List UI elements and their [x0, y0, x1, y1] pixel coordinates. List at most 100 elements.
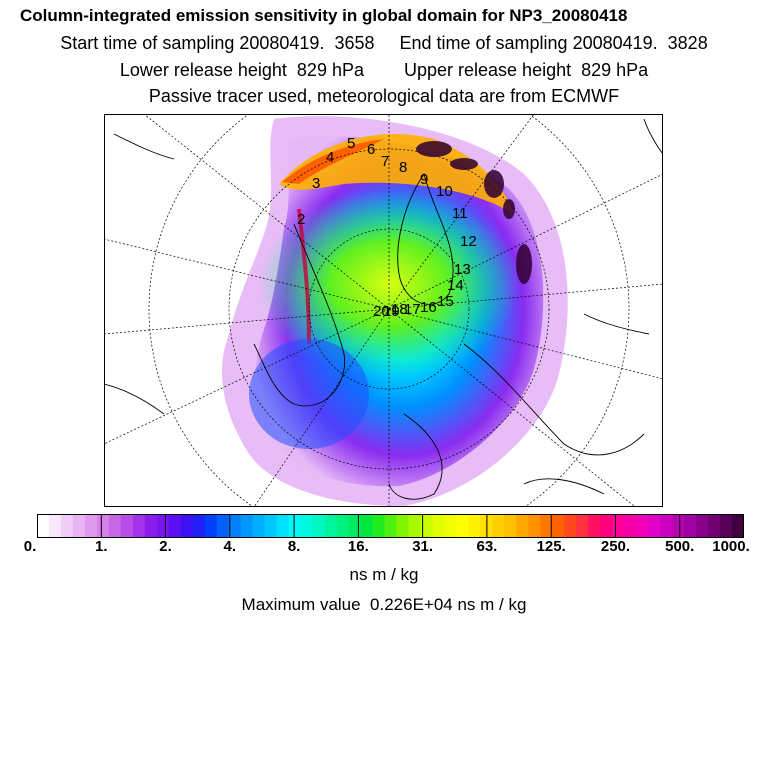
colorbar-tick-label: 1000. [712, 538, 750, 555]
colorbar-tick-label: 1. [95, 538, 108, 555]
coastline-north-america [253, 223, 346, 407]
colorbar-swatch [336, 514, 350, 538]
coastline-east-edge [583, 118, 663, 335]
colorbar-swatch [324, 514, 338, 538]
colorbar-tick-label: 4. [223, 538, 237, 555]
track-label-17: 17 [404, 301, 421, 318]
colorbar-tick-label: 125. [536, 538, 566, 555]
colorbar-swatch [720, 514, 733, 538]
coastline-pacific [104, 133, 175, 415]
track-label-12: 12 [460, 233, 477, 250]
colorbar-swatch [444, 514, 457, 538]
colorbar-swatch [300, 514, 314, 538]
colorbar-swatch [660, 514, 673, 538]
colorbar-tick-label: 16. [347, 538, 369, 555]
colorbar-swatch [516, 514, 529, 538]
colorbar-swatch [216, 514, 230, 538]
colorbar-swatch [192, 514, 206, 538]
plume-peak-band [282, 139, 384, 184]
tracer-info-line: Passive tracer used, meteorological data… [148, 86, 620, 106]
colorbar-swatch [648, 514, 661, 538]
colorbar-swatch [252, 514, 266, 538]
track-label-3: 3 [312, 175, 320, 192]
colorbar-swatch [48, 514, 62, 538]
colorbar-swatch [276, 514, 290, 538]
track-label-16: 16 [420, 299, 437, 316]
colorbar-swatch [204, 514, 218, 538]
colorbar-swatch [96, 514, 110, 538]
colorbar-tick-label: 31. [412, 538, 434, 555]
track-label-6: 6 [367, 141, 375, 158]
track-label-9: 9 [420, 171, 428, 188]
colorbar-swatch [288, 514, 302, 538]
colorbar-swatch [240, 514, 254, 538]
colorbar [37, 514, 744, 538]
colorbar-swatch [348, 514, 362, 538]
track-label-15: 15 [437, 293, 454, 310]
colorbar-swatch [468, 514, 481, 538]
colorbar-swatch [60, 514, 74, 538]
track-label-20: 20 [373, 303, 390, 320]
colorbar-swatch [396, 514, 410, 538]
colorbar-swatch [564, 514, 577, 538]
colorbar-swatch [528, 514, 541, 538]
colorbar-swatch [312, 514, 326, 538]
colorbar-swatch [168, 514, 182, 538]
colorbar-swatch [612, 514, 625, 538]
coastline-europe [388, 413, 443, 500]
colorbar-swatch [696, 514, 709, 538]
colorbar-swatch [552, 514, 565, 538]
colorbar-swatch [624, 514, 637, 538]
colorbar-tick-label: 0. [23, 538, 37, 555]
colorbar-swatch [588, 514, 601, 538]
track-label-4: 4 [326, 149, 334, 166]
track-label-11: 11 [452, 205, 468, 222]
track-label-10: 10 [436, 183, 453, 200]
colorbar-frame [37, 514, 744, 538]
colorbar-swatch [228, 514, 242, 538]
blue-lobe [249, 339, 369, 449]
colorbar-tick-label: 250. [600, 538, 631, 555]
colorbar-swatch [108, 514, 122, 538]
colorbar-tick-label: 63. [476, 538, 498, 555]
colorbar-swatch [504, 514, 517, 538]
colorbar-swatch [156, 514, 170, 538]
coastline-eurasia [463, 343, 645, 456]
track-label-7: 7 [381, 153, 389, 170]
colorbar-swatch [708, 514, 721, 538]
maximum-value-label: Maximum value 0.226E+04 ns m / kg [241, 595, 527, 614]
colorbar-swatch [372, 514, 386, 538]
sampling-time-line: Start time of sampling 20080419. 3658 En… [60, 33, 708, 53]
colorbar-swatch [360, 514, 374, 538]
west-edge-streak [297, 208, 311, 345]
colorbar-swatch [180, 514, 194, 538]
colorbar-swatch [384, 514, 398, 538]
colorbar-swatch [120, 514, 134, 538]
colorbar-swatch [600, 514, 613, 538]
colorbar-swatch [132, 514, 146, 538]
colorbar-swatch [72, 514, 86, 538]
track-label-5: 5 [347, 135, 355, 152]
track-label-14: 14 [447, 277, 464, 294]
colorbar-swatch [432, 514, 446, 538]
colorbar-swatch [264, 514, 278, 538]
track-label-18: 18 [391, 301, 408, 318]
colorbar-swatch [636, 514, 649, 538]
colorbar-swatch [408, 514, 422, 538]
colorbar-swatch [37, 514, 50, 538]
colorbar-swatch [684, 514, 697, 538]
plot-title: Column-integrated emission sensitivity i… [20, 6, 628, 25]
release-height-line: Lower release height 829 hPa Upper relea… [119, 60, 649, 80]
colorbar-swatch [540, 514, 553, 538]
colorbar-swatch [492, 514, 505, 538]
track-label-19: 19 [383, 303, 400, 320]
colorbar-unit: ns m / kg [349, 565, 419, 584]
colorbar-swatch [420, 514, 434, 538]
colorbar-swatch [84, 514, 98, 538]
colorbar-swatch [732, 514, 744, 538]
colorbar-swatch [456, 514, 469, 538]
colorbar-swatch [144, 514, 158, 538]
coastline-asia-east [523, 478, 605, 495]
colorbar-tick-label: 2. [159, 538, 172, 555]
